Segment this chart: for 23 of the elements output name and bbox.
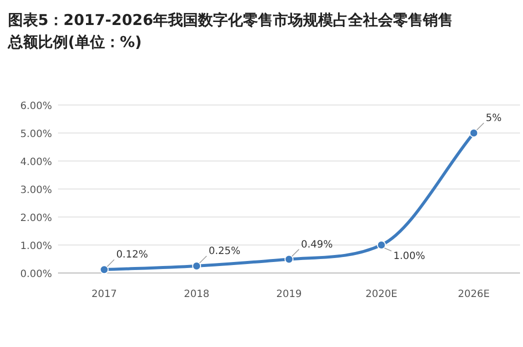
data-label: 1.00% [393, 251, 426, 262]
data-label: 0.12% [116, 250, 148, 261]
y-tick-label: 1.00% [20, 241, 52, 252]
point [100, 265, 109, 274]
y-tick-label: 2.00% [20, 213, 52, 224]
x-tick-label: 2017 [91, 289, 117, 300]
point [192, 262, 202, 270]
data-label: 0.25% [208, 246, 240, 257]
y-tick-label: 6.00% [20, 101, 52, 112]
x-tick-label: 2018 [184, 289, 210, 300]
x-tick-label: 2026E [458, 289, 490, 300]
data-label: 5% [486, 113, 502, 124]
point [284, 254, 294, 264]
y-tick-label: 5.00% [20, 129, 52, 140]
x-tick-label: 2020E [366, 289, 398, 300]
point [376, 240, 386, 250]
y-tick-label: 4.00% [20, 157, 52, 168]
chart-title: 图表5：2017-2026年我国数字化零售市场规模占全社会零售销售总额比例(单位：%) [7, 11, 454, 51]
point [469, 128, 478, 138]
y-tick-label: 3.00% [20, 185, 52, 196]
y-tick-label: 0.00% [20, 269, 52, 280]
x-tick-label: 2019 [276, 289, 302, 300]
data-label: 0.49% [301, 239, 333, 250]
